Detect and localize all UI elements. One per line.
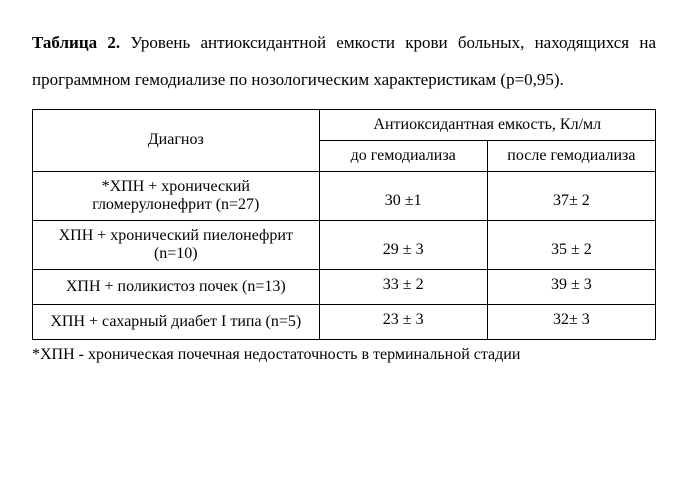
table-row: ХПН + сахарный диабет I типа (n=5) 23 ± … xyxy=(33,304,656,339)
table-row: *ХПН + хронический гломерулонефрит (n=27… xyxy=(33,171,656,220)
data-table: Диагноз Антиоксидантная емкость, Кл/мл д… xyxy=(32,109,656,340)
cell-before: 30 ±1 xyxy=(319,171,487,220)
table-row: ХПН + хронический пиелонефрит (n=10) 29 … xyxy=(33,220,656,269)
cell-diagnosis: ХПН + поликистоз почек (n=13) xyxy=(33,269,320,304)
cell-after: 35 ± 2 xyxy=(487,220,655,269)
header-capacity-group: Антиоксидантная емкость, Кл/мл xyxy=(319,109,655,140)
caption-text: Уровень антиоксидантной емкости крови бо… xyxy=(32,33,656,89)
header-before: до гемодиализа xyxy=(319,140,487,171)
header-diagnosis: Диагноз xyxy=(33,109,320,171)
table-footnote: *ХПН - хроническая почечная недостаточно… xyxy=(32,346,656,364)
cell-before: 23 ± 3 xyxy=(319,304,487,339)
table-row: ХПН + поликистоз почек (n=13) 33 ± 2 39 … xyxy=(33,269,656,304)
table-label: Таблица 2. xyxy=(32,33,120,52)
cell-before: 33 ± 2 xyxy=(319,269,487,304)
header-row-1: Диагноз Антиоксидантная емкость, Кл/мл xyxy=(33,109,656,140)
cell-before: 29 ± 3 xyxy=(319,220,487,269)
table-caption: Таблица 2. Уровень антиоксидантной емкос… xyxy=(32,24,656,99)
cell-after: 39 ± 3 xyxy=(487,269,655,304)
header-after: после гемодиализа xyxy=(487,140,655,171)
cell-after: 37± 2 xyxy=(487,171,655,220)
cell-diagnosis: ХПН + хронический пиелонефрит (n=10) xyxy=(33,220,320,269)
cell-after: 32± 3 xyxy=(487,304,655,339)
cell-diagnosis: *ХПН + хронический гломерулонефрит (n=27… xyxy=(33,171,320,220)
cell-diagnosis: ХПН + сахарный диабет I типа (n=5) xyxy=(33,304,320,339)
